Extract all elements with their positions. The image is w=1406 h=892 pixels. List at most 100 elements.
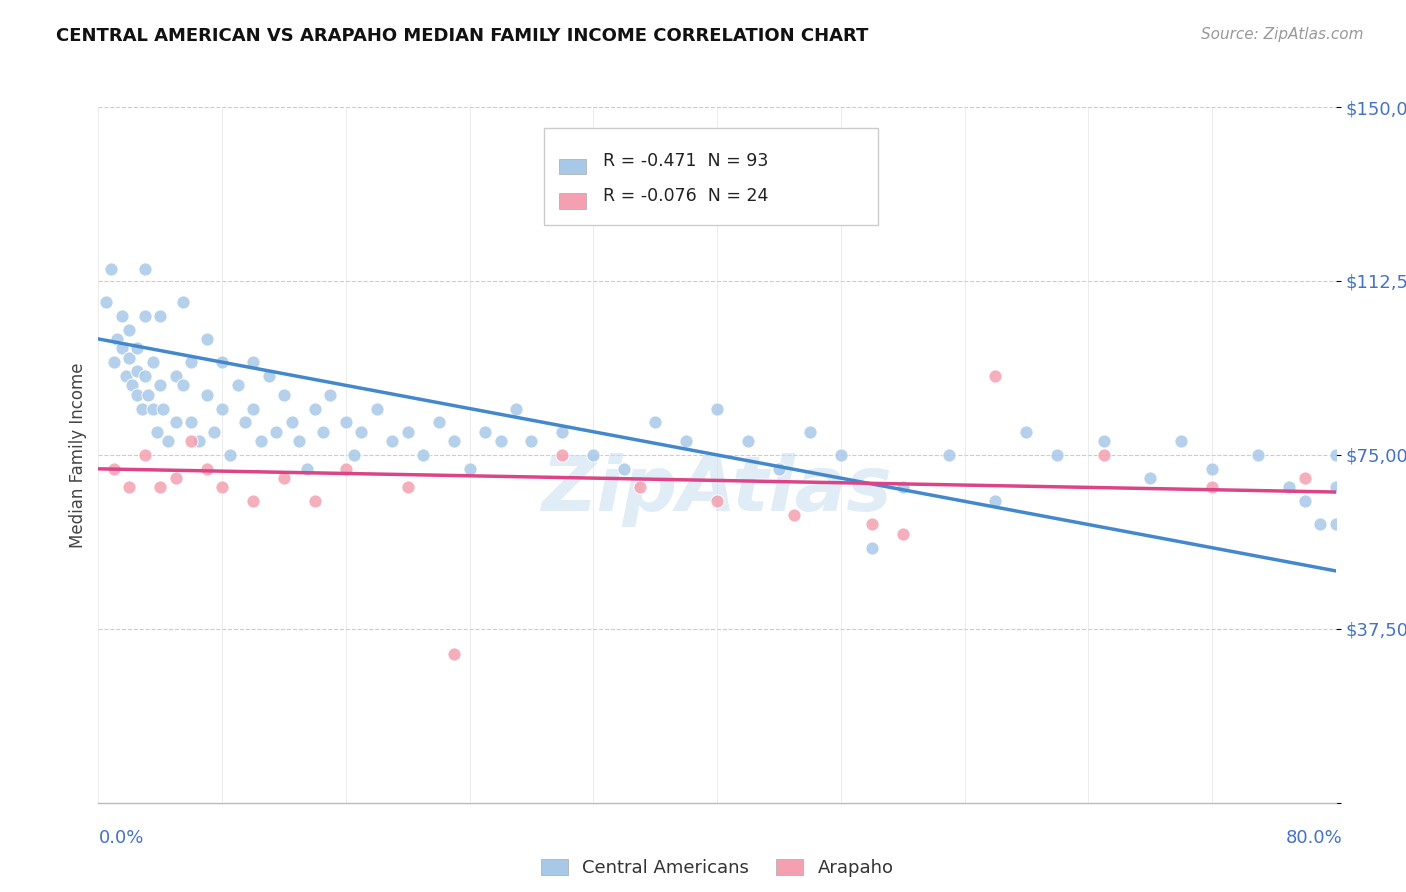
Point	[96, 294, 118, 309]
Point	[1046, 448, 1069, 462]
Point	[165, 416, 187, 430]
Point	[118, 480, 141, 494]
Point	[226, 378, 249, 392]
Point	[180, 434, 202, 448]
Legend: Central Americans, Arapaho: Central Americans, Arapaho	[533, 852, 901, 884]
Point	[582, 448, 605, 462]
Point	[211, 480, 233, 494]
Point	[860, 517, 883, 532]
Point	[242, 401, 264, 416]
Point	[396, 425, 419, 439]
Point	[134, 369, 156, 384]
Point	[141, 401, 165, 416]
Point	[458, 462, 481, 476]
Point	[312, 425, 335, 439]
Point	[1139, 471, 1161, 485]
Point	[188, 434, 211, 448]
Point	[644, 416, 666, 430]
Point	[1201, 462, 1223, 476]
Point	[250, 434, 273, 448]
Point	[211, 355, 233, 369]
Point	[172, 378, 194, 392]
Point	[180, 416, 202, 430]
Point	[350, 425, 373, 439]
FancyBboxPatch shape	[558, 194, 586, 209]
Point	[737, 434, 759, 448]
Point	[242, 355, 264, 369]
Point	[613, 462, 636, 476]
Point	[211, 401, 233, 416]
Point	[984, 369, 1007, 384]
Point	[335, 416, 357, 430]
Text: Source: ZipAtlas.com: Source: ZipAtlas.com	[1201, 27, 1364, 42]
Point	[103, 355, 125, 369]
Point	[273, 387, 295, 401]
Point	[1324, 448, 1347, 462]
Point	[1015, 425, 1038, 439]
Point	[628, 480, 651, 494]
Point	[1201, 480, 1223, 494]
Point	[273, 471, 295, 485]
Point	[127, 364, 149, 378]
Point	[783, 508, 806, 523]
Point	[381, 434, 404, 448]
Point	[319, 387, 342, 401]
Point	[1170, 434, 1192, 448]
Point	[297, 462, 319, 476]
Point	[860, 541, 883, 555]
Point	[799, 425, 821, 439]
Point	[127, 341, 149, 355]
Point	[131, 401, 153, 416]
Point	[115, 369, 138, 384]
Point	[520, 434, 543, 448]
Text: 0.0%: 0.0%	[98, 829, 143, 847]
Point	[1324, 480, 1347, 494]
Point	[1278, 480, 1301, 494]
Point	[149, 378, 172, 392]
Point	[134, 448, 156, 462]
Point	[1092, 434, 1115, 448]
Point	[288, 434, 311, 448]
FancyBboxPatch shape	[558, 159, 586, 174]
Point	[134, 309, 156, 323]
Point	[1247, 448, 1270, 462]
Point	[706, 401, 728, 416]
Point	[984, 494, 1007, 508]
Point	[396, 480, 419, 494]
Point	[157, 434, 180, 448]
Point	[195, 332, 218, 346]
Point	[343, 448, 366, 462]
Point	[443, 648, 465, 662]
Point	[219, 448, 242, 462]
Point	[149, 309, 172, 323]
Point	[281, 416, 304, 430]
Point	[111, 309, 132, 323]
Point	[1309, 517, 1331, 532]
Point	[146, 425, 169, 439]
Point	[891, 526, 914, 541]
Text: ZipAtlas: ZipAtlas	[541, 453, 893, 526]
Point	[675, 434, 697, 448]
Point	[768, 462, 790, 476]
Point	[136, 387, 159, 401]
Point	[1294, 471, 1316, 485]
Point	[1324, 517, 1347, 532]
Point	[103, 462, 125, 476]
Point	[141, 355, 165, 369]
Text: CENTRAL AMERICAN VS ARAPAHO MEDIAN FAMILY INCOME CORRELATION CHART: CENTRAL AMERICAN VS ARAPAHO MEDIAN FAMIL…	[56, 27, 869, 45]
Point	[134, 262, 156, 277]
Point	[551, 448, 574, 462]
Point	[304, 494, 326, 508]
Point	[1092, 448, 1115, 462]
Point	[706, 494, 728, 508]
Point	[830, 448, 852, 462]
Point	[443, 434, 465, 448]
Point	[105, 332, 128, 346]
Point	[195, 462, 218, 476]
Y-axis label: Median Family Income: Median Family Income	[69, 362, 87, 548]
Point	[505, 401, 527, 416]
Point	[304, 401, 326, 416]
Point	[121, 378, 143, 392]
Point	[891, 480, 914, 494]
FancyBboxPatch shape	[544, 128, 877, 226]
